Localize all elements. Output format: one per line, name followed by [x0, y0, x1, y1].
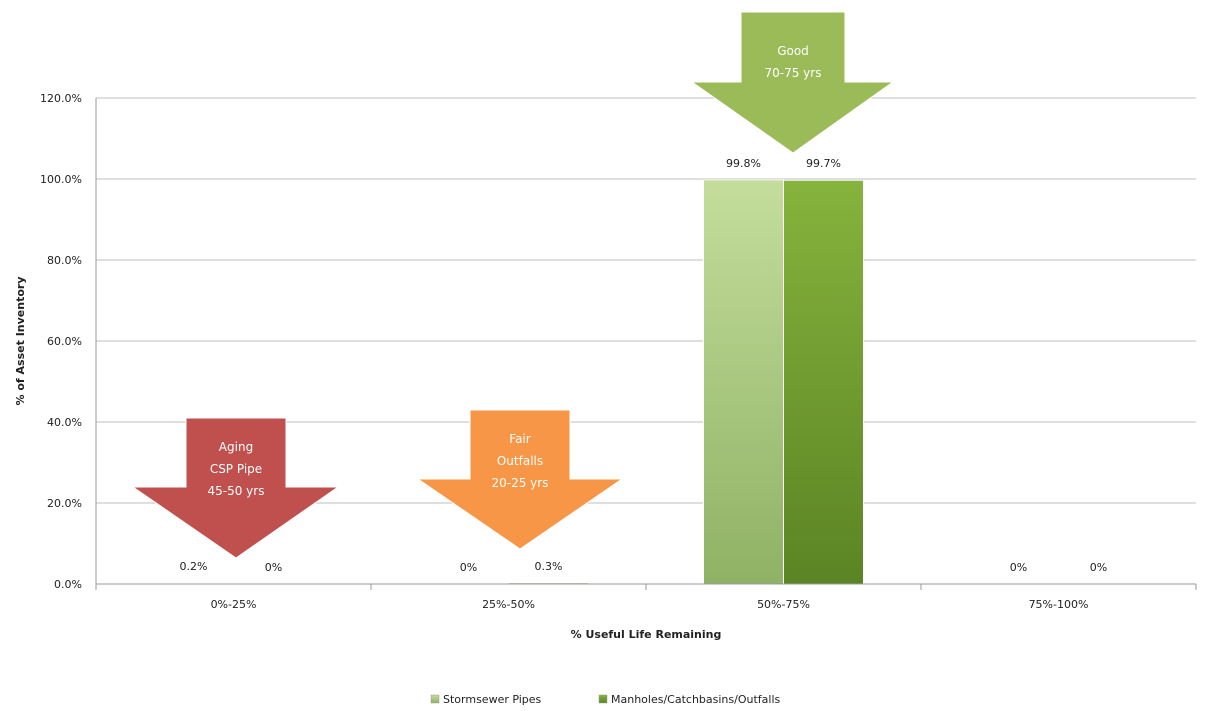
arrow-label: Aging [219, 440, 253, 454]
arrow-label: 70-75 yrs [765, 66, 822, 80]
legend: Stormsewer Pipes Manholes/Catchbasins/Out… [430, 693, 781, 706]
x-axis-title: % Useful Life Remaining [571, 628, 722, 641]
data-label: 0.3% [535, 560, 563, 573]
bar [703, 179, 784, 585]
data-label: 0.2% [180, 560, 208, 573]
y-tick-label: 120.0% [40, 92, 82, 105]
y-tick-labels: 0.0% 20.0% 40.0% 60.0% 80.0% 100.0% 120.0% [40, 92, 82, 591]
y-tick-label: 80.0% [47, 254, 82, 267]
y-tick-label: 0.0% [54, 578, 82, 591]
arrow-label: 20-25 yrs [492, 476, 549, 490]
data-label: 0% [460, 561, 477, 574]
data-label: 99.8% [726, 157, 761, 170]
y-tick-label: 20.0% [47, 497, 82, 510]
bars [153, 179, 864, 585]
x-tick-label: 75%-100% [1029, 598, 1089, 611]
arrow-label: Fair [509, 432, 530, 446]
legend-label: Stormsewer Pipes [443, 693, 542, 706]
arrow-0%-25% [131, 417, 340, 559]
x-tick-labels: 0%-25% 25%-50% 50%-75% 75%-100% [211, 598, 1089, 611]
arrow-label: Good [777, 44, 809, 58]
data-label: 0% [1090, 561, 1107, 574]
legend-swatch [598, 694, 608, 704]
annotations: Aging CSP Pipe 45-50 yrs Fair Outfalls 20-25 … [131, 11, 895, 559]
axes [95, 98, 1197, 590]
y-axis-title: % of Asset Inventory [14, 277, 27, 406]
y-tick-label: 40.0% [47, 416, 82, 429]
arrow-50%-75% [690, 11, 895, 154]
data-label: 99.7% [806, 157, 841, 170]
y-tick-label: 60.0% [47, 335, 82, 348]
data-label: 0% [1010, 561, 1027, 574]
arrow-label: CSP Pipe [210, 462, 262, 476]
data-labels: 0.2% 0% 99.8% 0% 0% 0.3% 99.7% 0% [180, 157, 1108, 574]
x-tick-label: 50%-75% [757, 598, 810, 611]
arrow-label: Outfalls [497, 454, 543, 468]
arrow-25%-50% [416, 409, 624, 550]
arrow-label: 45-50 yrs [208, 484, 265, 498]
legend-swatch [430, 694, 440, 704]
y-tick-label: 100.0% [40, 173, 82, 186]
x-tick-label: 25%-50% [482, 598, 535, 611]
data-label: 0% [265, 561, 282, 574]
x-tick-label: 0%-25% [211, 598, 257, 611]
legend-label: Manholes/Catchbasins/Outfalls [611, 693, 781, 706]
bar [783, 179, 864, 585]
